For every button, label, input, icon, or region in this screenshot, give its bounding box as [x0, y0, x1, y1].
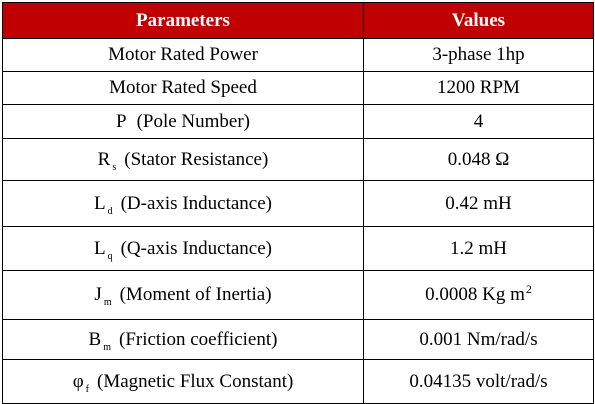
parameter-label: (Q-axis Inductance) [120, 237, 272, 259]
parameter-value: 0.001 Nm/rad/s [419, 328, 538, 350]
header-row: Parameters Values [2, 2, 594, 39]
parameter-symbol: P [115, 110, 127, 132]
value-cell: 1.2 mH [363, 226, 594, 271]
parameter-label: (Moment of Inertia) [119, 284, 272, 305]
parameter-value: 4 [473, 110, 484, 132]
parameter-subscript: d [107, 205, 113, 217]
value-cell: 1200 RPM [363, 71, 594, 105]
parameter-value: 1200 RPM [437, 77, 520, 98]
parameter-value: 0.0008 Kg m [425, 284, 525, 305]
parameter-subscript: q [107, 250, 113, 262]
parameter-symbol: B [88, 328, 102, 350]
value-superscript: 2 [525, 282, 532, 296]
parameter-cell: φ f (Magnetic Flux Constant) [2, 359, 364, 404]
table-row: φ f (Magnetic Flux Constant) 0.04135 volt/… [2, 359, 594, 404]
parameter-value: 0.42 mH [445, 192, 512, 214]
value-cell: 4 [363, 104, 594, 139]
table-row: P (Pole Number) 4 [2, 104, 594, 139]
parameter-symbol: L [93, 192, 106, 214]
value-cell: 0.0008 Kg m2 [363, 270, 594, 320]
parameter-value: 0.04135 volt/rad/s [409, 370, 548, 392]
parameter-label: (Stator Resistance) [124, 148, 269, 170]
value-cell: 0.04135 volt/rad/s [363, 359, 594, 404]
parameter-subscript: s [112, 161, 117, 173]
parameter-symbol: J [94, 284, 102, 305]
parameter-label: (Magnetic Flux Constant) [97, 370, 294, 392]
value-cell: 3-phase 1hp [363, 38, 594, 72]
parameter-value: 1.2 mH [450, 237, 507, 259]
parameter-subscript: f [85, 383, 89, 395]
value-cell: 0.001 Nm/rad/s [363, 319, 594, 360]
value-cell: 0.42 mH [363, 180, 594, 227]
parameter-label: Motor Rated Power [108, 44, 258, 65]
parameter-symbol: R [97, 148, 111, 170]
parameter-label: (Friction coefficient) [119, 328, 278, 350]
header-parameters: Parameters [2, 2, 364, 39]
parameter-value: 0.048 Ω [447, 148, 510, 170]
parameter-value: 3-phase 1hp [432, 44, 525, 65]
parameter-label: Motor Rated Speed [109, 77, 257, 98]
parameter-label: (Pole Number) [136, 110, 251, 132]
parameter-symbol: φ [72, 370, 84, 392]
header-values: Values [363, 2, 594, 39]
parameter-cell: Motor Rated Power [2, 38, 364, 72]
parameter-cell: Motor Rated Speed [2, 71, 364, 105]
parameter-subscript: m [103, 341, 111, 353]
value-cell: 0.048 Ω [363, 138, 594, 181]
table-row: Motor Rated Speed 1200 RPM [2, 71, 594, 105]
parameter-symbol: L [93, 237, 106, 259]
table-row: Motor Rated Power 3-phase 1hp [2, 38, 594, 72]
parameter-cell: P (Pole Number) [2, 104, 364, 139]
parameter-subscript: m [103, 297, 112, 308]
parameter-label: (D-axis Inductance) [120, 192, 272, 214]
